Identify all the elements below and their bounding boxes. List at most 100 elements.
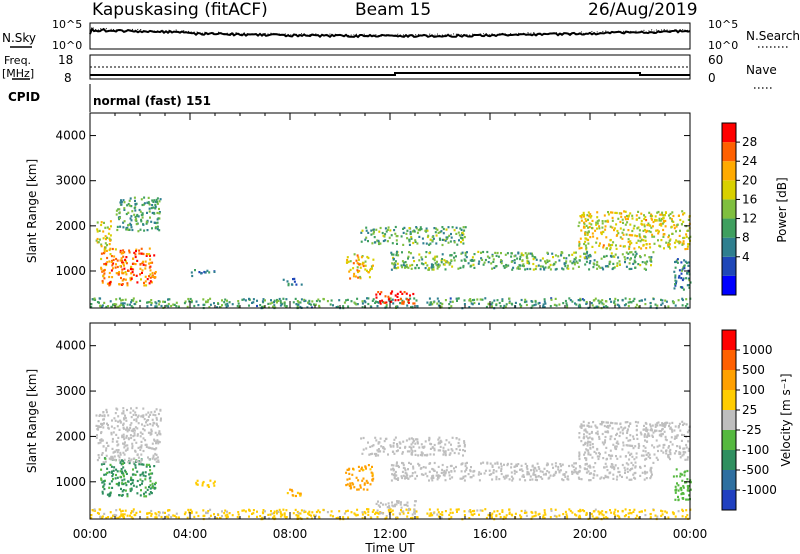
velocity-cell (451, 436, 454, 439)
power-cell (461, 239, 464, 242)
power-cell (139, 267, 142, 270)
velocity-cell (624, 471, 626, 474)
velocity-cell (629, 453, 631, 457)
velocity-cell (684, 470, 687, 473)
power-cell (149, 276, 152, 279)
power-cell (110, 269, 113, 272)
velocity-cell (356, 488, 359, 491)
velocity-cell (195, 511, 198, 514)
power-cell (205, 301, 207, 304)
power-cell (600, 232, 603, 236)
power-cell (682, 242, 685, 245)
power-cell (520, 252, 523, 255)
power-cell (687, 243, 690, 246)
power-cell (414, 240, 417, 243)
velocity-cell (669, 440, 672, 444)
velocity-cell (631, 455, 634, 458)
velocity-cell (221, 510, 223, 513)
power-cell (98, 301, 100, 304)
power-cell (361, 302, 364, 305)
velocity-cell (622, 427, 625, 430)
power-cell (236, 305, 239, 308)
power-cell (627, 304, 630, 308)
velocity-cell (615, 455, 617, 458)
velocity-cell (598, 511, 601, 514)
power-cell (410, 267, 413, 270)
velocity-cell (408, 450, 411, 453)
velocity-cell (440, 516, 443, 519)
power-cell (273, 304, 276, 307)
power-cell (417, 266, 420, 270)
velocity-cell (308, 513, 311, 516)
power-cell (453, 229, 456, 232)
power-cell (678, 214, 680, 217)
velocity-cell (117, 516, 120, 519)
velocity-cell (238, 516, 240, 519)
power-cell (204, 271, 207, 274)
velocity-cell (524, 509, 527, 512)
velocity-cell (644, 446, 647, 449)
power-cell (609, 246, 612, 249)
velocity-cell (685, 509, 688, 512)
power-cell (262, 298, 265, 301)
velocity-cell (644, 458, 647, 461)
power-cell (406, 304, 409, 307)
power-cell (101, 304, 104, 307)
power-cell (387, 295, 390, 298)
power-colorbar-segment (722, 161, 736, 181)
velocity-cell (605, 425, 608, 428)
velocity-cell (543, 511, 546, 514)
power-cell (524, 298, 527, 301)
velocity-colorbar-label: Velocity [m s⁻¹] (779, 373, 793, 466)
power-cell (432, 301, 435, 304)
power-cell (684, 260, 687, 263)
power-cell (100, 268, 103, 271)
power-cell (641, 261, 644, 264)
power-cell (364, 238, 367, 241)
power-cell (560, 254, 563, 257)
velocity-cell (687, 498, 690, 501)
power-cell (270, 299, 272, 302)
freq-unit-label: [MHz] (2, 67, 34, 80)
power-cell (643, 254, 646, 257)
velocity-cell (578, 436, 581, 439)
velocity-cell (598, 435, 601, 438)
power-cell (601, 299, 604, 302)
power-cell (134, 215, 137, 219)
power-cell (657, 232, 660, 235)
velocity-cell (498, 478, 501, 481)
velocity-cell (473, 509, 476, 512)
power-cell (100, 221, 103, 224)
velocity-cell (264, 510, 266, 513)
velocity-cell (616, 432, 618, 435)
velocity-cell (100, 453, 103, 456)
velocity-cell (248, 508, 250, 511)
velocity-cell (592, 421, 595, 424)
velocity-cell (129, 489, 132, 493)
velocity-cell (522, 474, 525, 477)
velocity-cell (129, 426, 132, 429)
power-cell (134, 263, 137, 266)
power-cell (589, 236, 592, 239)
power-cell (522, 263, 525, 266)
power-cell (480, 257, 483, 260)
power-cell (677, 299, 680, 302)
velocity-cell (152, 486, 154, 489)
velocity-cell (463, 514, 466, 517)
velocity-cell (513, 472, 516, 475)
velocity-cell (604, 474, 607, 477)
power-cell (640, 247, 643, 250)
power-cell (492, 258, 495, 261)
velocity-cell (193, 515, 196, 518)
power-cell (597, 299, 600, 302)
velocity-cell (165, 515, 168, 518)
velocity-cell (682, 450, 685, 454)
power-cell (481, 258, 484, 261)
power-cell (674, 304, 677, 307)
power-cell (554, 268, 557, 271)
velocity-cell (115, 473, 117, 477)
velocity-cell (414, 477, 417, 480)
velocity-cell (256, 515, 258, 518)
power-cell (297, 301, 300, 304)
